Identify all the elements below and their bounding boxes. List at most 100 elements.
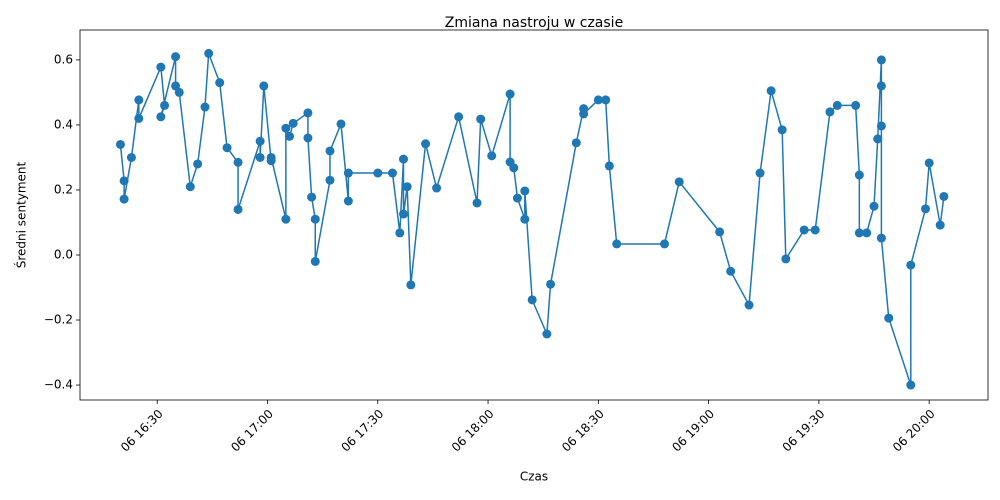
- x-axis-label: Czas: [520, 470, 548, 484]
- data-point: [939, 191, 949, 201]
- data-point: [715, 227, 725, 237]
- data-point: [869, 201, 879, 211]
- data-point: [604, 161, 614, 171]
- data-point: [119, 176, 129, 186]
- data-point: [862, 228, 872, 238]
- data-point: [505, 89, 515, 99]
- data-point: [487, 151, 497, 161]
- data-point: [343, 168, 353, 178]
- data-point: [336, 119, 346, 129]
- data-point: [325, 175, 335, 185]
- data-point: [398, 154, 408, 164]
- data-point: [156, 112, 166, 122]
- data-point: [579, 109, 589, 119]
- data-point: [432, 183, 442, 193]
- data-point: [193, 159, 203, 169]
- data-point: [520, 186, 530, 196]
- data-point: [876, 121, 886, 131]
- x-tick-label: 06 17:30: [339, 407, 387, 455]
- data-point: [185, 182, 195, 192]
- data-point: [799, 225, 809, 235]
- data-point: [387, 168, 397, 178]
- data-point: [310, 256, 320, 266]
- data-point: [119, 194, 129, 204]
- data-point: [134, 95, 144, 105]
- data-point: [174, 87, 184, 97]
- data-point: [832, 100, 842, 110]
- data-point: [402, 182, 412, 192]
- plot-frame: [79, 29, 989, 401]
- chart-title: Zmiana nastroju w czasie: [445, 15, 623, 31]
- data-point: [156, 62, 166, 72]
- data-point: [674, 177, 684, 187]
- y-tick-label: −0.2: [44, 313, 73, 327]
- y-tick-label: 0.4: [54, 117, 73, 131]
- data-point: [660, 239, 670, 249]
- data-point: [454, 112, 464, 122]
- y-tick-label: 0.6: [54, 52, 73, 66]
- data-point: [810, 225, 820, 235]
- data-point: [921, 204, 931, 214]
- data-point: [571, 138, 581, 148]
- data-point: [509, 163, 519, 173]
- data-point: [726, 266, 736, 276]
- data-point: [222, 143, 232, 153]
- data-point: [542, 329, 552, 339]
- data-point: [285, 131, 295, 141]
- data-point: [520, 214, 530, 224]
- data-point: [546, 279, 556, 289]
- data-point: [215, 78, 225, 88]
- data-point: [343, 196, 353, 206]
- data-point: [612, 239, 622, 249]
- data-point: [744, 300, 754, 310]
- data-point: [593, 95, 603, 105]
- data-point: [924, 158, 934, 168]
- data-point: [421, 139, 431, 149]
- data-point: [160, 100, 170, 110]
- data-point: [398, 209, 408, 219]
- x-tick-label: 06 18:00: [449, 407, 497, 455]
- y-tick-label: −0.4: [44, 378, 73, 392]
- data-point: [373, 168, 383, 178]
- data-point: [876, 55, 886, 65]
- data-point: [476, 114, 486, 124]
- data-point: [825, 107, 835, 117]
- data-point: [200, 102, 210, 112]
- data-point: [876, 81, 886, 91]
- data-point: [884, 313, 894, 323]
- data-point: [288, 118, 298, 128]
- data-point: [259, 81, 269, 91]
- x-tick-label: 06 20:00: [890, 407, 938, 455]
- series-line: [119, 53, 945, 386]
- data-point: [325, 146, 335, 156]
- data-point: [512, 193, 522, 203]
- data-point: [906, 260, 916, 270]
- data-point: [766, 86, 776, 96]
- y-tick-label: 0.0: [54, 247, 73, 261]
- x-tick-label: 06 18:30: [559, 407, 607, 455]
- data-point: [310, 214, 320, 224]
- data-point: [281, 123, 291, 133]
- data-point: [851, 100, 861, 110]
- x-tick-label: 06 16:30: [118, 407, 166, 455]
- data-point: [854, 228, 864, 238]
- data-point: [527, 295, 537, 305]
- data-point: [876, 233, 886, 243]
- data-point: [873, 134, 883, 144]
- data-point: [126, 152, 136, 162]
- data-point: [777, 125, 787, 135]
- x-tick-label: 06 19:30: [780, 407, 828, 455]
- data-point: [255, 152, 265, 162]
- data-point: [781, 254, 791, 264]
- data-point: [395, 228, 405, 238]
- data-point: [115, 139, 125, 149]
- data-point: [755, 168, 765, 178]
- data-point: [255, 136, 265, 146]
- data-point: [601, 95, 611, 105]
- y-tick-label: 0.2: [54, 182, 73, 196]
- data-point: [266, 152, 276, 162]
- data-point: [406, 280, 416, 290]
- data-point: [307, 192, 317, 202]
- x-tick-label: 06 19:00: [669, 407, 717, 455]
